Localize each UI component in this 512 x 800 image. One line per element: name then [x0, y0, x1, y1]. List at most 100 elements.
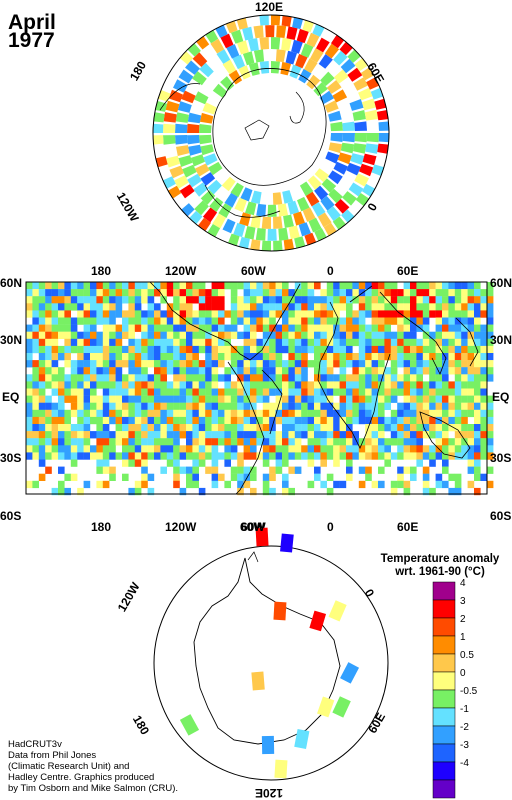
- anomaly-cell: [339, 438, 347, 446]
- anomaly-cell: [154, 360, 161, 368]
- anomaly-cell: [282, 296, 289, 304]
- anomaly-cell: [211, 303, 219, 311]
- anomaly-cell: [173, 395, 180, 403]
- anomaly-cell: [77, 317, 84, 325]
- anomaly-cell: [243, 424, 251, 432]
- anomaly-cell: [230, 409, 238, 418]
- anomaly-cell: [96, 289, 103, 297]
- anomaly-cell: [474, 317, 481, 325]
- anomaly-cell: [122, 324, 129, 332]
- anomaly-cell: [45, 317, 52, 325]
- anomaly-cell: [340, 662, 360, 684]
- anomaly-cell: [378, 431, 385, 439]
- anomaly-cell: [250, 416, 257, 425]
- anomaly-cell: [218, 303, 225, 311]
- anomaly-cell: [410, 282, 417, 290]
- anomaly-cell: [38, 445, 46, 453]
- anomaly-cell: [326, 345, 334, 354]
- anomaly-cell: [122, 424, 129, 432]
- anomaly-cell: [64, 317, 71, 325]
- anomaly-cell: [352, 110, 366, 121]
- anomaly-cell: [307, 331, 315, 339]
- anomaly-cell: [325, 151, 340, 164]
- anomaly-cell: [192, 52, 208, 67]
- anomaly-cell: [461, 445, 468, 453]
- anomaly-cell: [186, 331, 193, 339]
- anomaly-cell: [141, 310, 148, 318]
- anomaly-cell: [486, 360, 494, 368]
- anomaly-cell: [333, 431, 340, 439]
- anomaly-cell: [461, 367, 468, 375]
- anomaly-cell: [346, 282, 353, 290]
- anomaly-cell: [320, 195, 335, 211]
- anomaly-cell: [134, 487, 142, 496]
- anomaly-cell: [109, 431, 116, 439]
- anomaly-cell: [70, 338, 78, 347]
- anomaly-cell: [403, 487, 411, 496]
- anomaly-cell: [134, 360, 142, 368]
- anomaly-cell: [224, 388, 231, 396]
- anomaly-cell: [390, 360, 398, 368]
- anomaly-cell: [435, 353, 443, 361]
- anomaly-cell: [58, 303, 65, 311]
- anomaly-cell: [237, 459, 244, 467]
- anomaly-cell: [480, 445, 487, 453]
- anomaly-cell: [45, 445, 52, 453]
- anomaly-cell: [239, 212, 251, 227]
- anomaly-cell: [141, 381, 148, 389]
- anomaly-cell: [339, 388, 347, 396]
- anomaly-cell: [205, 416, 212, 425]
- anomaly-cell: [282, 416, 289, 425]
- anomaly-cell: [256, 317, 263, 325]
- anomaly-cell: [314, 409, 321, 418]
- anomaly-cell: [26, 345, 33, 354]
- anomaly-cell: [186, 388, 193, 396]
- anomaly-cell: [269, 310, 276, 318]
- anomaly-cell: [288, 360, 295, 368]
- anomaly-cell: [294, 353, 302, 361]
- anomaly-cell: [269, 345, 276, 354]
- anomaly-cell: [141, 338, 148, 347]
- anomaly-cell: [461, 310, 468, 318]
- anomaly-cell: [166, 353, 174, 361]
- anomaly-cell: [403, 402, 411, 410]
- anomaly-cell: [339, 289, 347, 297]
- anomaly-cell: [269, 431, 276, 439]
- anomaly-cell: [280, 533, 294, 553]
- anomaly-cell: [51, 388, 59, 396]
- title-year: 1977: [8, 29, 55, 52]
- anomaly-cell: [435, 367, 443, 375]
- anomaly-cell: [384, 388, 391, 396]
- anomaly-cell: [416, 303, 423, 311]
- anomaly-cell: [58, 487, 65, 496]
- anomaly-cell: [378, 324, 385, 332]
- anomaly-cell: [96, 296, 103, 304]
- anomaly-cell: [480, 345, 487, 354]
- anomaly-cell: [410, 338, 417, 347]
- anomaly-cell: [288, 367, 295, 375]
- anomaly-cell: [96, 317, 103, 325]
- anomaly-cell: [275, 438, 283, 446]
- anomaly-cell: [435, 296, 443, 304]
- anomaly-cell: [186, 374, 193, 382]
- anomaly-cell: [38, 431, 46, 439]
- anomaly-cell: [70, 459, 78, 467]
- anomaly-cell: [486, 409, 494, 418]
- anomaly-cell: [205, 452, 212, 460]
- anomaly-cell: [390, 480, 398, 489]
- anomaly-cell: [467, 466, 475, 474]
- anomaly-cell: [90, 296, 97, 304]
- wm-lat-eq-left: EQ: [2, 390, 20, 404]
- anomaly-cell: [26, 296, 33, 304]
- anomaly-cell: [282, 367, 289, 375]
- anomaly-cell: [390, 416, 398, 425]
- anomaly-cell: [269, 473, 276, 481]
- anomaly-cell: [307, 402, 315, 410]
- anomaly-cell: [326, 324, 334, 332]
- anomaly-cell: [32, 367, 39, 375]
- anomaly-cell: [102, 374, 110, 382]
- anomaly-cell: [474, 303, 481, 311]
- anomaly-cell: [77, 367, 84, 375]
- anomaly-cell: [346, 331, 353, 339]
- anomaly-cell: [429, 424, 436, 432]
